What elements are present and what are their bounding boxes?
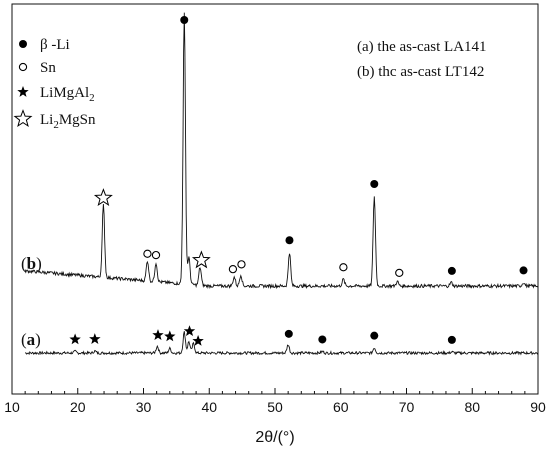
curve-label-b: (b) xyxy=(21,254,42,273)
sample-note-b: (b) thc as-cast LT142 xyxy=(357,64,484,80)
legend-label-beta-li: β -Li xyxy=(40,37,70,53)
x-tick-label: 80 xyxy=(464,399,480,415)
filled-circle-marker xyxy=(447,266,456,275)
filled-circle-marker xyxy=(519,266,528,275)
filled-circle-marker xyxy=(180,16,189,24)
curve-label-a-close: ) xyxy=(35,330,41,349)
x-tick-label: 60 xyxy=(333,399,349,415)
legend-limgal2-sub: 2 xyxy=(89,92,95,104)
x-axis-title: 2θ/(°) xyxy=(255,429,294,446)
filled-star-marker xyxy=(164,330,176,342)
legend-label-li2mgsn: Li2MgSn xyxy=(40,112,96,131)
open-circle-marker xyxy=(339,263,348,272)
filled-circle-marker xyxy=(318,335,327,344)
open-circle-marker xyxy=(237,260,246,269)
legend-label-limgal2: LiMgAl2 xyxy=(40,85,95,104)
x-axis: 10 20 30 40 50 60 70 80 90 xyxy=(4,388,546,415)
open-star-marker xyxy=(13,109,33,128)
x-tick-label: 50 xyxy=(267,399,283,415)
x-tick-label: 30 xyxy=(136,399,152,415)
open-circle-marker xyxy=(228,264,238,274)
filled-circle-marker xyxy=(370,331,379,340)
x-tick-label: 90 xyxy=(530,399,546,415)
filled-star-marker xyxy=(183,325,196,336)
open-star-marker xyxy=(191,250,211,269)
legend-label-sn: Sn xyxy=(40,60,56,76)
x-tick-label: 20 xyxy=(70,399,86,415)
curve-label-a-open: ( xyxy=(21,330,27,349)
open-circle-marker xyxy=(151,250,161,260)
legend: β -Li Sn LiMgAl2 Li2MgSn xyxy=(13,37,96,131)
filled-circle-marker xyxy=(370,180,379,188)
peak-markers xyxy=(69,16,528,346)
curve-label-a-letter: a xyxy=(27,330,36,349)
legend-li2mgsn-tail: MgSn xyxy=(59,112,96,128)
filled-star-marker xyxy=(69,333,81,345)
curve-a xyxy=(24,331,539,356)
filled-star-marker xyxy=(17,86,29,97)
curve-label-b-letter: b xyxy=(27,254,36,273)
curve-label-b-open: ( xyxy=(21,254,27,273)
filled-circle-marker xyxy=(284,329,293,338)
x-tick-label: 70 xyxy=(399,399,415,415)
xrd-curves xyxy=(24,12,539,356)
legend-open-star-icon xyxy=(13,109,33,128)
curve-b xyxy=(24,12,539,290)
legend-filled-star-icon xyxy=(17,86,29,97)
legend-li2mgsn-base: Li xyxy=(40,112,53,128)
filled-star-marker xyxy=(89,333,101,344)
legend-open-circle-icon xyxy=(18,62,28,72)
open-circle-marker xyxy=(143,249,152,258)
sample-note-a: (a) the as-cast LA141 xyxy=(357,39,487,55)
filled-star-marker xyxy=(192,335,204,346)
legend-filled-circle-icon xyxy=(19,40,27,48)
curve-label-b-close: ) xyxy=(36,254,42,273)
curve-label-a: (a) xyxy=(21,330,41,349)
x-tick-label: 10 xyxy=(4,399,20,415)
legend-li2mgsn-sub: 2 xyxy=(53,119,59,131)
x-tick-label: 40 xyxy=(201,399,217,415)
legend-limgal2-base: LiMgAl xyxy=(40,85,89,101)
filled-circle-marker xyxy=(447,335,456,344)
open-circle-marker xyxy=(395,268,404,278)
filled-star-marker xyxy=(152,329,164,340)
plot-frame xyxy=(11,3,539,395)
open-star-marker xyxy=(93,188,113,207)
filled-circle-marker xyxy=(285,236,294,245)
